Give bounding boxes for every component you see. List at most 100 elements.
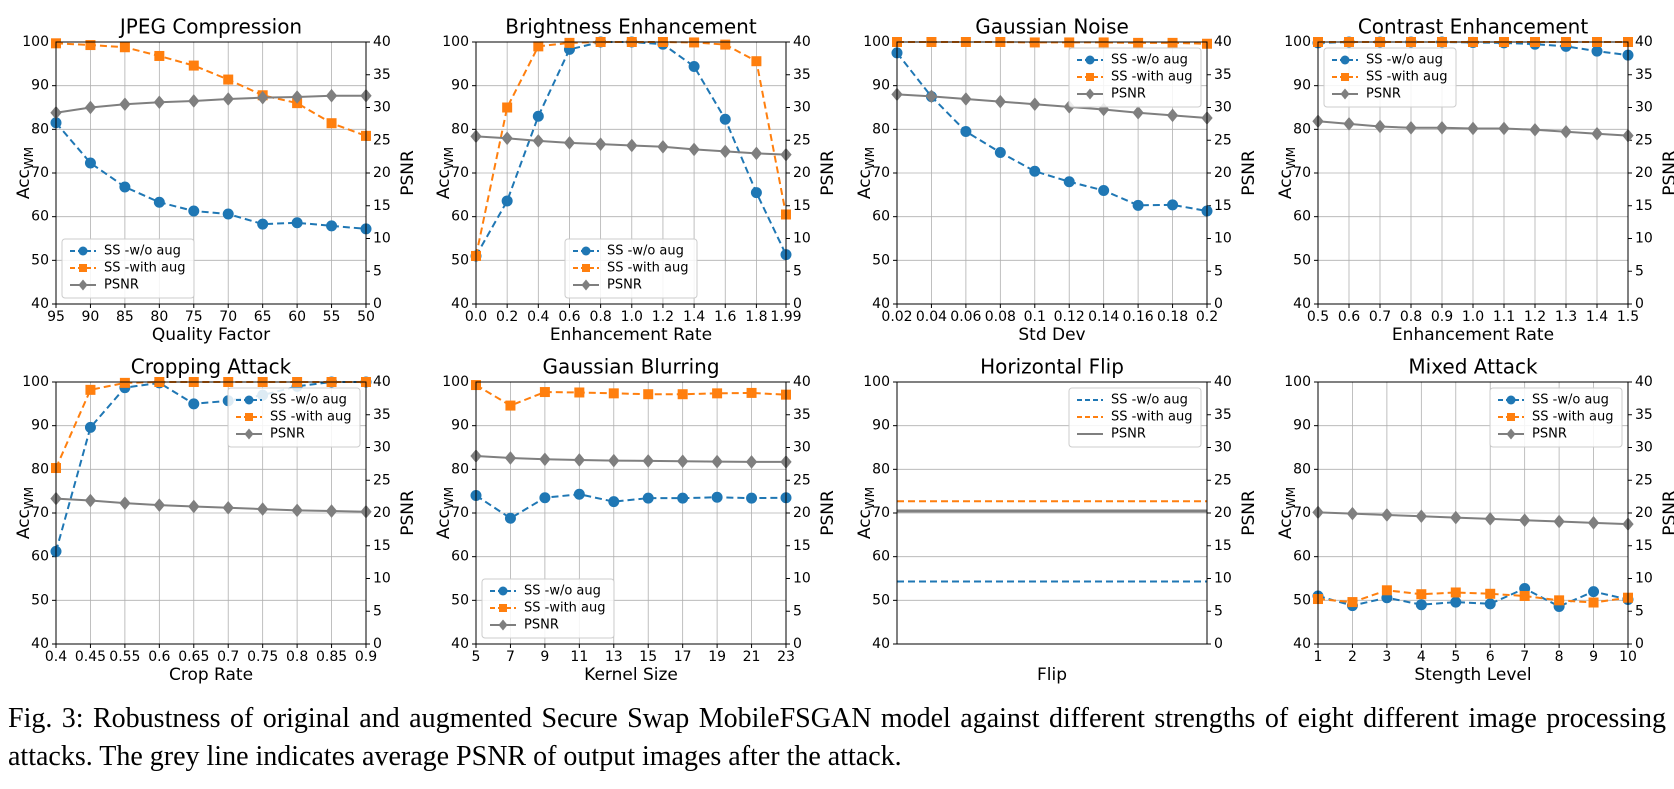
point	[84, 157, 96, 169]
y-tick-label: 80	[31, 461, 49, 477]
x-tick-label: 6	[1486, 649, 1495, 665]
x-tick-label: 8	[1555, 649, 1564, 665]
point	[573, 453, 585, 467]
y-axis-label-subscript: WM	[442, 487, 456, 509]
point	[994, 94, 1006, 109]
point	[1167, 199, 1179, 211]
legend-marker	[498, 586, 508, 596]
y-axis-label-base: Acc	[14, 169, 34, 199]
legend-marker	[499, 604, 507, 612]
point	[1554, 595, 1565, 606]
y2-tick-label: 20	[1635, 505, 1653, 521]
x-tick-label: 0.18	[1157, 309, 1188, 325]
y2-tick-label: 35	[1214, 67, 1232, 83]
point	[1485, 588, 1496, 599]
point	[720, 39, 731, 50]
plot-frame	[475, 41, 787, 305]
caption: Fig. 3: Robustness of original and augme…	[8, 703, 1666, 772]
point	[642, 492, 654, 504]
point	[85, 384, 96, 395]
y2-tick-label: 10	[373, 231, 391, 247]
y2-tick-label: 15	[793, 198, 811, 214]
y-axis-label-subscript: WM	[863, 147, 877, 169]
x-tick-label: 0.6	[558, 309, 580, 325]
x-tick-label: 0.8	[1400, 309, 1422, 325]
y-tick-label: 70	[31, 165, 49, 181]
chart-title: Gaussian Blurring	[542, 355, 719, 379]
x-tick-label: 0.7	[217, 649, 239, 665]
y-tick-label: 60	[872, 209, 890, 225]
y2-tick-label: 30	[793, 440, 811, 456]
y-tick-label: 50	[31, 592, 49, 608]
y-tick-label: 90	[1293, 418, 1311, 434]
point	[1416, 589, 1427, 600]
y2-tick-label: 5	[1635, 263, 1644, 279]
x-tick-label: 0.2	[1196, 309, 1218, 325]
y2-tick-label: 35	[1635, 67, 1653, 83]
legend-box	[564, 238, 698, 299]
y-tick-label: 50	[31, 252, 49, 268]
point	[1588, 586, 1600, 598]
point	[1519, 513, 1531, 527]
y2-tick-label: 40	[1635, 374, 1653, 390]
y2-axis-label: PSNR	[1660, 490, 1674, 536]
y-axis-label-subscript: WM	[1284, 487, 1298, 509]
point	[677, 454, 689, 469]
y2-tick-label: 25	[1635, 132, 1653, 148]
y2-tick-label: 25	[373, 472, 391, 488]
point	[994, 146, 1006, 158]
point	[502, 102, 513, 113]
y2-tick-label: 15	[373, 538, 391, 554]
series-line	[1317, 589, 1629, 604]
y-tick-label: 90	[31, 78, 49, 94]
point	[1133, 37, 1144, 48]
point	[1167, 37, 1178, 48]
series-line	[896, 52, 1208, 212]
point	[1132, 105, 1144, 120]
x-axis-label: Enhancement Rate	[1392, 325, 1554, 345]
y-axis-label-base: Acc	[1276, 169, 1296, 199]
point	[291, 217, 303, 229]
y2-tick-label: 35	[793, 67, 811, 83]
point	[119, 42, 130, 53]
point	[539, 452, 551, 467]
x-tick-label: 19	[708, 649, 726, 665]
y2-axis-label: PSNR	[1660, 150, 1674, 196]
y2-tick-label: 30	[1635, 440, 1653, 456]
y2-tick-label: 0	[1214, 296, 1223, 312]
point	[677, 492, 689, 504]
x-tick-label: 0.02	[881, 309, 912, 325]
x-tick-label: 1.2	[652, 309, 674, 325]
y-tick-label: 80	[31, 121, 49, 137]
point	[257, 90, 269, 105]
legend-marker	[1085, 88, 1095, 100]
point	[688, 60, 700, 72]
point	[533, 41, 544, 52]
x-tick-label: 13	[605, 649, 623, 665]
y-tick-label: 60	[872, 549, 890, 565]
legend-label: PSNR	[104, 278, 139, 293]
point	[119, 181, 131, 193]
y2-tick-label: 5	[1635, 603, 1644, 619]
y-axis-label-subscript: WM	[22, 147, 36, 169]
point	[745, 455, 758, 469]
x-axis-label: Flip	[1037, 665, 1067, 685]
y2-tick-label: 20	[1214, 165, 1232, 181]
y2-tick-label: 15	[793, 538, 811, 554]
y2-tick-label: 0	[373, 296, 382, 312]
legend-marker	[244, 428, 254, 440]
y-axis-label: AccWM	[14, 487, 36, 539]
point	[657, 140, 669, 154]
y2-axis-label: PSNR	[818, 150, 838, 196]
y-tick-label: 70	[872, 165, 890, 181]
point	[188, 60, 199, 71]
x-tick-label: 0.6	[148, 649, 170, 665]
x-tick-label: 0.2	[496, 309, 518, 325]
point	[608, 496, 620, 508]
y2-tick-label: 40	[793, 374, 811, 390]
x-tick-label: 0.9	[1431, 309, 1453, 325]
x-tick-label: 9	[540, 649, 549, 665]
point	[750, 146, 763, 161]
y2-axis-label: PSNR	[1239, 150, 1259, 196]
